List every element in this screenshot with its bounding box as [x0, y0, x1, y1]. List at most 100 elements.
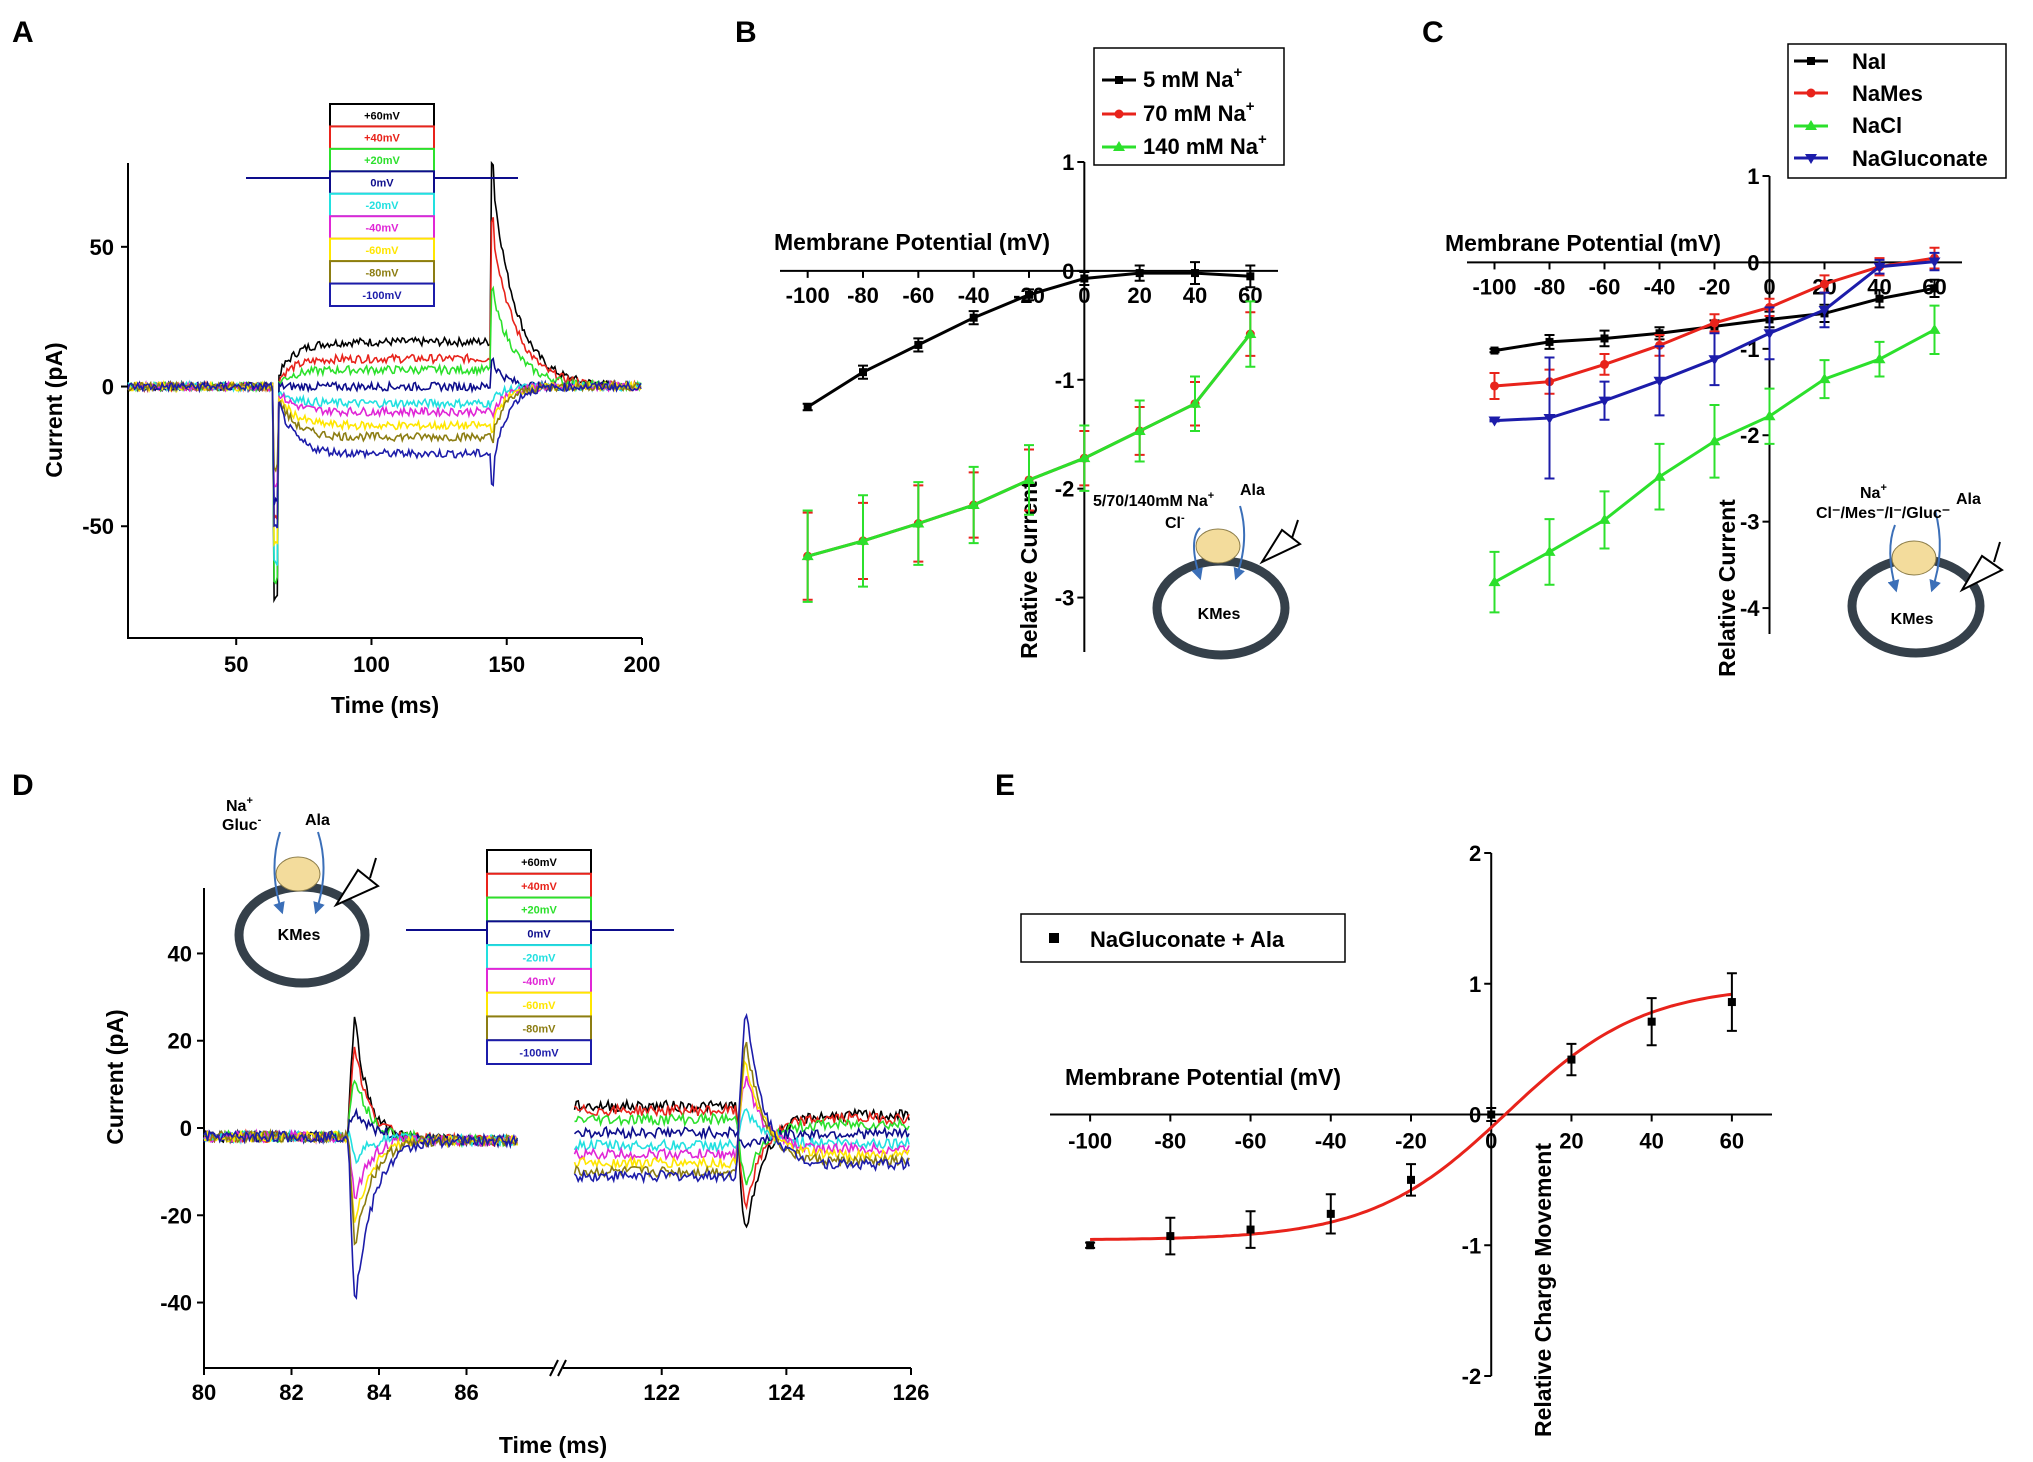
d-vlegend-label-1: +40mV — [521, 881, 557, 893]
d-substrate-label: Ala — [305, 812, 330, 829]
b-pipette-icon — [1259, 519, 1302, 565]
d-axis-break — [549, 1359, 567, 1377]
e-xtick-label-m80: -80 — [1154, 1129, 1186, 1154]
d-vlegend-label-5: -40mV — [522, 976, 556, 988]
b-point-2-3 — [967, 499, 980, 509]
b-point-2-5 — [1078, 452, 1091, 463]
d-xtick-label-84: 84 — [367, 1380, 392, 1405]
e-ytick-label-2: 2 — [1469, 841, 1481, 866]
e-ylabel: Relative Charge Movement — [1530, 1143, 1556, 1437]
c-point-3-0 — [1488, 416, 1501, 427]
a-xtick-label-50: 50 — [224, 652, 248, 677]
b-xtick-label-20: 20 — [1127, 283, 1151, 308]
d-xlabel: Time (ms) — [499, 1432, 607, 1458]
c-point-2-7 — [1873, 353, 1886, 364]
a-vlegend-label-3: 0mV — [370, 178, 394, 190]
c-point-2-1 — [1543, 545, 1556, 556]
schematic-b: 5/70/140mM Na+ Cl- Ala KMes — [1093, 482, 1302, 660]
b-point-0-8 — [1246, 272, 1255, 281]
a-xtick-label-150: 150 — [488, 652, 525, 677]
schematic-c: Na+ Cl⁻/Mes⁻/I⁻/Gluc⁻ Ala KMes — [1816, 482, 2004, 658]
panel-label-b: B — [735, 16, 757, 49]
e-legend-marker — [1049, 933, 1059, 943]
d-vlegend-label-0: +60mV — [521, 857, 557, 869]
a-vlegend-label-1: +40mV — [364, 133, 400, 145]
c-ytick-label-1: 1 — [1747, 164, 1759, 189]
c-point-1-4 — [1710, 318, 1719, 328]
a-vlegend-label-7: -80mV — [365, 267, 399, 279]
c-legend-entry-4: NaGluconate — [1852, 146, 1988, 171]
c-point-1-2 — [1600, 359, 1609, 369]
b-point-2-7 — [1189, 397, 1201, 408]
a-vlegend-box-8 — [329, 282, 435, 307]
c-point-3-3 — [1653, 376, 1666, 387]
c-legend-marker-1 — [1807, 57, 1815, 65]
c-point-3-7 — [1873, 262, 1886, 273]
e-xtick-label-m60: -60 — [1235, 1129, 1267, 1154]
b-xtick-label-0: 0 — [1078, 283, 1090, 308]
a-trace-m20mV — [127, 379, 642, 566]
b-point-2-8 — [1244, 328, 1257, 339]
c-xlabel: Membrane Potential (mV) — [1445, 230, 1721, 256]
c-point-0-8 — [1930, 284, 1939, 293]
e-xlabel: Membrane Potential (mV) — [1065, 1064, 1341, 1090]
d-ytick-label-20: 20 — [168, 1029, 192, 1054]
c-point-1-0 — [1490, 381, 1499, 391]
panel-label-e: E — [995, 769, 1015, 802]
d-trace-off-7 — [573, 1041, 910, 1180]
e-point-8 — [1727, 998, 1736, 1007]
c-point-0-1 — [1545, 337, 1554, 346]
e-point-0 — [1086, 1241, 1095, 1250]
e-xtick-label-0: 0 — [1485, 1129, 1497, 1154]
c-ytick-label-m1: -1 — [1740, 337, 1760, 362]
b-point-0-1 — [859, 368, 867, 377]
e-ytick-label-0: 0 — [1469, 1103, 1481, 1128]
d-anion-label: Gluc- — [222, 814, 262, 834]
c-ytick-label-m4: -4 — [1740, 596, 1760, 621]
c-legend-marker-3 — [1805, 120, 1817, 130]
d-xtick-label-124: 124 — [768, 1380, 805, 1405]
c-point-3-6 — [1818, 305, 1831, 316]
e-ytick-label-m1: -1 — [1462, 1233, 1482, 1258]
a-ytick-label-m50: -50 — [82, 514, 114, 539]
b-ytick-label-m2: -2 — [1055, 477, 1075, 502]
e-point-4 — [1407, 1175, 1415, 1184]
a-vlegend-label-8: -100mV — [362, 290, 402, 302]
c-point-2-4 — [1708, 435, 1721, 446]
c-point-0-3 — [1655, 329, 1664, 338]
d-break-gap — [553, 1360, 563, 1376]
d-trace-off-2 — [574, 1111, 910, 1186]
c-point-2-3 — [1653, 470, 1666, 481]
a-xtick-label-200: 200 — [624, 652, 661, 677]
c-xtick-label-m40: -40 — [1644, 274, 1676, 299]
c-xtick-label-m20: -20 — [1699, 274, 1731, 299]
d-ytick-label-m40: -40 — [160, 1291, 192, 1316]
c-point-3-4 — [1708, 355, 1721, 366]
a-trace-p20mV — [127, 285, 642, 585]
b-xtick-label-40: 40 — [1183, 283, 1207, 308]
d-inside-label: KMes — [278, 927, 321, 944]
c-legend-marker-4 — [1805, 154, 1817, 164]
b-xtick-label-m40: -40 — [958, 283, 990, 308]
c-xtick-label-0: 0 — [1763, 274, 1775, 299]
b-legend-entry-1: 5 mM Na+ — [1143, 64, 1242, 92]
schematic-d: Na+ Gluc- Ala KMes — [222, 795, 380, 988]
panel-a-chart: 50 100 150 200 -50 0 50 +60mV +40mV +20mV 0mV -20mV… — [82, 103, 661, 677]
a-trace-m80mV — [127, 379, 642, 473]
b-point-0-2 — [914, 340, 923, 349]
c-xtick-label-m100: -100 — [1472, 274, 1516, 299]
a-trace-m60mV — [127, 379, 642, 548]
a-vlegend-label-2: +20mV — [364, 155, 400, 167]
d-ytick-label-40: 40 — [168, 941, 192, 966]
d-xtick-label-80: 80 — [192, 1380, 216, 1405]
b-inside-label: KMes — [1198, 606, 1241, 623]
a-trace-m100mV — [127, 380, 642, 529]
d-vlegend-label-3: 0mV — [527, 929, 551, 941]
c-xtick-label-m80: -80 — [1534, 274, 1566, 299]
d-ylabel: Current (pA) — [102, 1009, 128, 1144]
d-vlegend-label-7: -80mV — [522, 1024, 556, 1036]
b-substrate-label: Ala — [1240, 482, 1265, 499]
panel-label-c: C — [1422, 16, 1444, 49]
b-point-2-2 — [912, 517, 925, 528]
c-inside-label: KMes — [1891, 611, 1934, 628]
